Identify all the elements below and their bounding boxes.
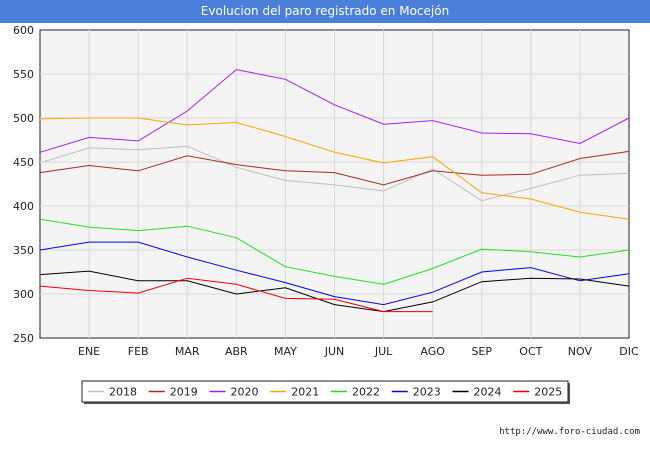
x-tick-label: SEP (471, 345, 492, 358)
series-lines (39, 69, 630, 313)
x-tick-label: FEB (128, 345, 149, 358)
x-tick-label: OCT (519, 345, 542, 358)
series-line-2022 (39, 218, 630, 285)
y-tick-label: 500 (13, 112, 34, 125)
series-line-2024 (39, 270, 630, 313)
y-tick-label: 600 (13, 24, 34, 37)
legend-label-2020: 2020 (231, 386, 259, 399)
y-tick-label: 550 (13, 68, 34, 81)
x-tick-label: MAR (175, 345, 200, 358)
y-axis-ticks: 250 300 350 400 450 500 550 600 (13, 24, 34, 345)
x-tick-label: NOV (568, 345, 593, 358)
series-line-2023 (39, 241, 630, 306)
x-tick-label: MAY (274, 345, 297, 358)
series-line-2018 (39, 145, 630, 202)
legend: 2018 2019 2020 2021 2022 2023 2024 2025 (81, 380, 570, 404)
y-tick-label: 300 (13, 288, 34, 301)
legend-label-2023: 2023 (413, 386, 441, 399)
x-tick-label: ABR (225, 345, 248, 358)
y-tick-label: 400 (13, 200, 34, 213)
series-line-2025 (39, 277, 433, 313)
grid-lines (40, 30, 629, 338)
legend-label-2022: 2022 (352, 386, 380, 399)
y-tick-label: 350 (13, 244, 34, 257)
legend-label-2021: 2021 (291, 386, 319, 399)
x-tick-label: DIC (619, 345, 639, 358)
series-line-2019 (39, 150, 630, 186)
legend-label-2019: 2019 (170, 386, 198, 399)
x-tick-label: ENE (78, 345, 100, 358)
y-tick-label: 250 (13, 332, 34, 345)
x-tick-label: JUL (374, 345, 393, 358)
legend-label-2018: 2018 (109, 386, 137, 399)
footer-url[interactable]: http://www.foro-ciudad.com (499, 427, 640, 437)
x-tick-label: JUN (324, 345, 345, 358)
y-tick-label: 450 (13, 156, 34, 169)
series-line-2020 (39, 69, 630, 153)
legend-label-2025: 2025 (534, 386, 562, 399)
series-line-2021 (39, 117, 630, 220)
legend-box (81, 380, 569, 403)
x-tick-label: AGO (420, 345, 445, 358)
chart-title: Evolucion del paro registrado en Mocejón (0, 0, 650, 23)
legend-label-2024: 2024 (474, 386, 502, 399)
x-axis-ticks: ENE FEB MAR ABR MAY JUN JUL AGO SEP OCT NOV DIC (78, 345, 639, 358)
